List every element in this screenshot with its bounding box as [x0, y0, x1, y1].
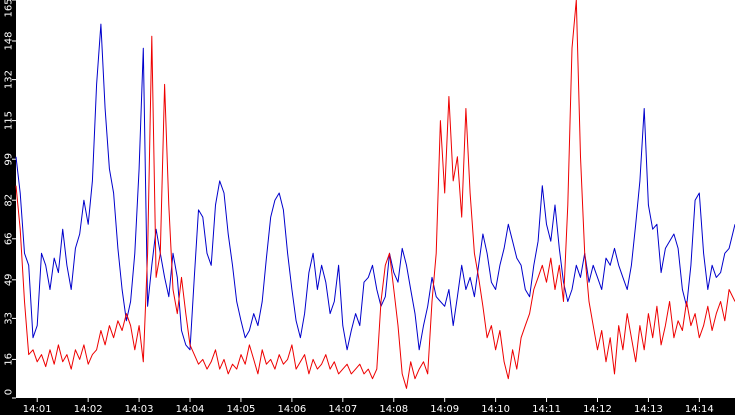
x-tick-label: 14:13: [634, 404, 663, 415]
y-tick-label: 99: [4, 153, 15, 166]
x-tick-label: 14:06: [277, 404, 306, 415]
x-tick-label: 14:02: [74, 404, 103, 415]
series-group: [15, 0, 735, 389]
x-tick-label: 14:08: [379, 404, 408, 415]
y-tick-label: 115: [4, 111, 15, 130]
y-tick-label: 82: [4, 194, 15, 207]
series-line-2: [15, 0, 735, 389]
x-tick-label: 14:01: [23, 404, 52, 415]
x-tick-label: 14:11: [532, 404, 561, 415]
y-tick-label: 16: [4, 353, 15, 366]
x-axis-band: [0, 398, 735, 415]
y-tick-label: 165: [4, 0, 15, 18]
x-axis-ticks: 14:01 14:02 14:03 14:04 14:05 14:06 14:07 14:08…: [23, 398, 714, 415]
y-tick-label: 132: [4, 70, 15, 89]
x-tick-label: 14:07: [328, 404, 357, 415]
x-tick-label: 14:09: [430, 404, 459, 415]
x-tick-label: 14:04: [176, 404, 205, 415]
y-tick-label: 0: [4, 389, 15, 395]
y-axis-band: [0, 0, 16, 415]
x-tick-label: 14:05: [227, 404, 256, 415]
x-tick-label: 14:03: [125, 404, 154, 415]
y-tick-label: 33: [4, 312, 15, 325]
x-tick-label: 14:14: [685, 404, 714, 415]
y-tick-label: 148: [4, 31, 15, 50]
y-tick-label: 49: [4, 273, 15, 286]
y-axis-ticks: 0 16 33 49 66 82 99 115 132 148 165: [4, 0, 16, 399]
x-tick-label: 14:10: [481, 404, 510, 415]
y-tick-label: 66: [4, 232, 15, 245]
series-line-1: [15, 23, 735, 351]
x-tick-label: 14:12: [583, 404, 612, 415]
